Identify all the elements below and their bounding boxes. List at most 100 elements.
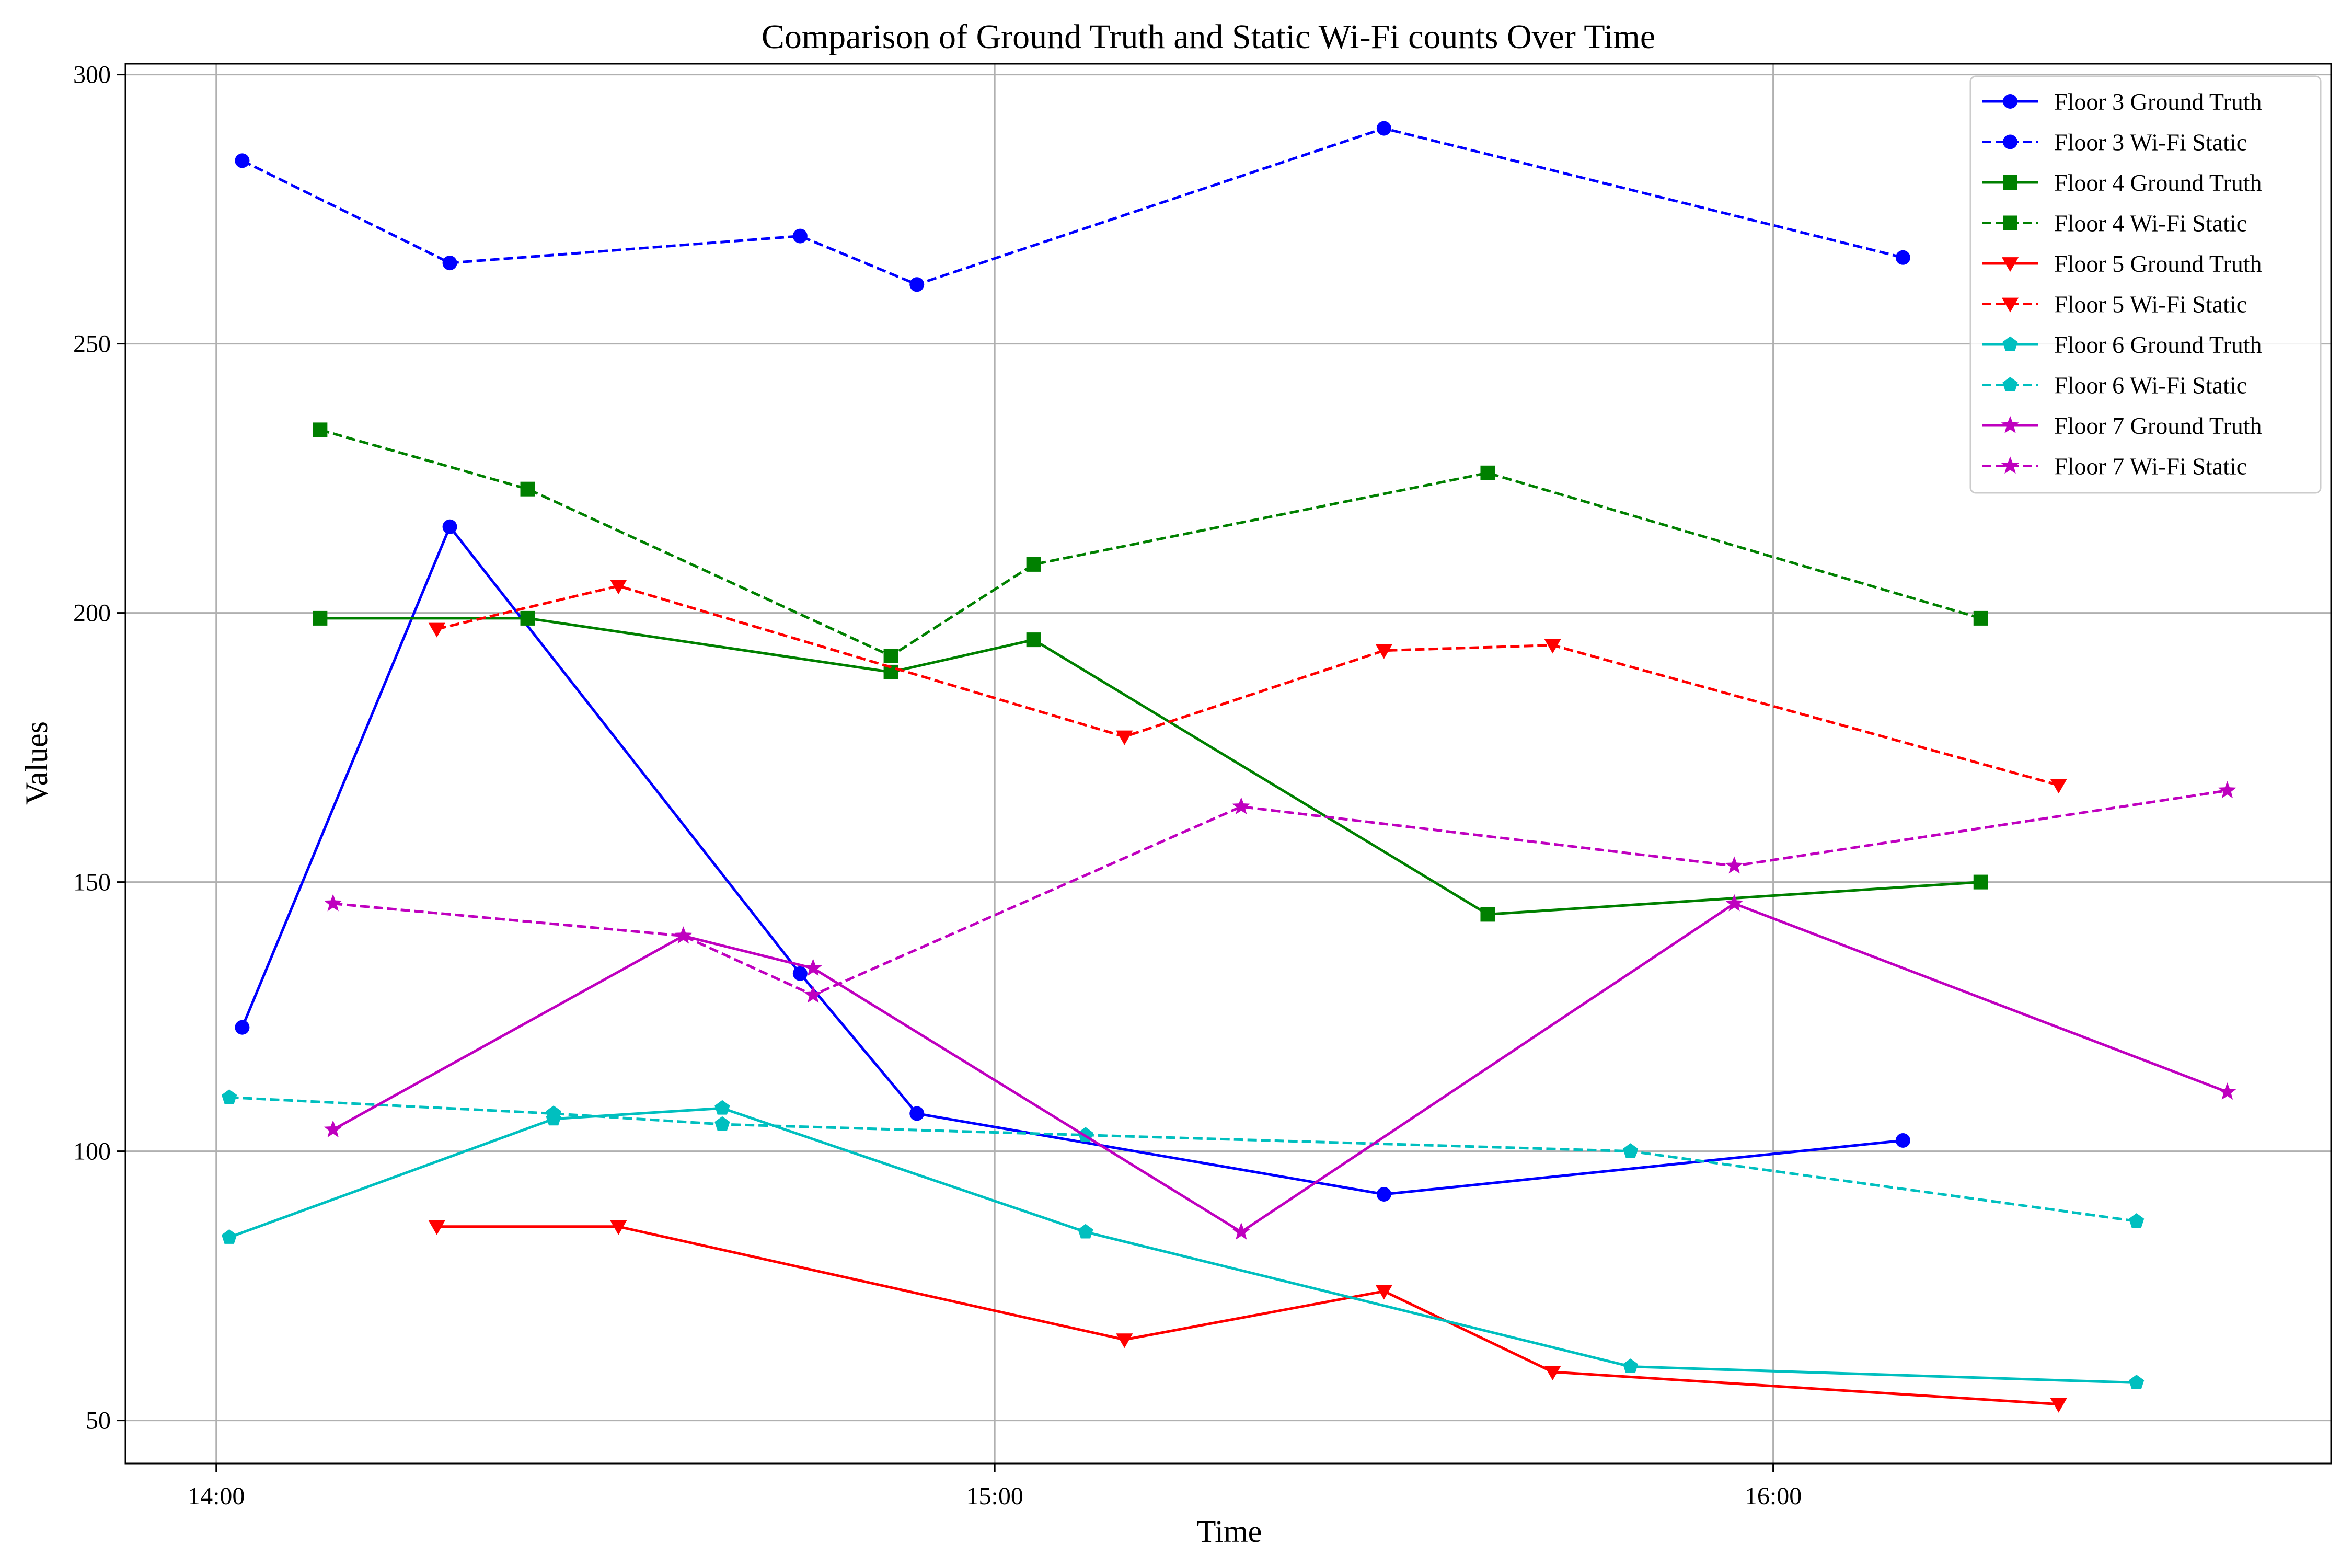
data-point (2129, 1375, 2145, 1389)
data-point (1622, 1143, 1639, 1158)
legend-marker (2001, 297, 2019, 313)
chart-title: Comparison of Ground Truth and Static Wi… (762, 18, 1655, 56)
data-point (442, 256, 457, 271)
data-point (610, 1220, 627, 1235)
series-floor-7-wi-fi-static (324, 781, 2236, 1003)
series-line (241, 525, 1904, 1196)
data-point (1078, 1224, 1093, 1239)
legend-label: Floor 4 Ground Truth (2054, 169, 2262, 196)
plot-frame (124, 63, 2332, 1465)
y-tick-label: 100 (73, 1138, 111, 1166)
data-point (520, 481, 535, 497)
legend-label: Floor 6 Ground Truth (2054, 331, 2262, 358)
data-point (804, 959, 822, 976)
data-point (1480, 907, 1495, 922)
data-point (909, 277, 925, 292)
legend-label: Floor 5 Wi-Fi Static (2054, 291, 2247, 318)
data-point (520, 610, 535, 626)
data-point (1725, 894, 1744, 912)
legend-item: Floor 4 Ground Truth (1982, 169, 2262, 196)
legend-item: Floor 3 Ground Truth (1982, 88, 2262, 115)
legend-label: Floor 7 Wi-Fi Static (2054, 453, 2247, 480)
y-tick-label: 150 (73, 869, 111, 896)
series-floor-4-ground-truth (313, 610, 1988, 922)
legend-item: Floor 7 Ground Truth (1982, 412, 2262, 439)
data-point (235, 153, 250, 168)
series-line (320, 617, 1981, 916)
data-point (1725, 856, 1744, 874)
data-point (221, 1089, 237, 1104)
series-line (229, 1096, 2137, 1223)
series-floor-3-wi-fi-static (235, 121, 1910, 292)
legend-box (1969, 75, 2322, 494)
series-floor-4-wi-fi-static (313, 422, 1988, 663)
legend-marker (2003, 94, 2017, 109)
data-point (1376, 1187, 1391, 1202)
legend-marker (2003, 215, 2017, 230)
data-point (235, 1020, 250, 1035)
legend-label: Floor 5 Ground Truth (2054, 250, 2262, 277)
legend-label: Floor 4 Wi-Fi Static (2054, 210, 2247, 237)
series-line (319, 428, 1981, 658)
data-point (1973, 874, 1988, 890)
data-point (2129, 1213, 2145, 1228)
series-line (436, 584, 2059, 787)
legend-marker (2001, 456, 2020, 474)
series-floor-6-wi-fi-static (221, 1089, 2145, 1228)
legend-marker (2002, 377, 2018, 391)
data-point (1973, 610, 1988, 626)
x-tick-label: 15:00 (966, 1482, 1023, 1510)
data-point (792, 966, 808, 981)
data-point (1232, 1222, 1251, 1240)
series-floor-5-wi-fi-static (428, 580, 2067, 794)
data-point (1116, 1333, 1133, 1348)
legend-label: Floor 3 Wi-Fi Static (2054, 129, 2247, 156)
data-point (324, 894, 342, 912)
series-floor-5-ground-truth (428, 1220, 2067, 1413)
data-point (674, 926, 693, 944)
series-line (436, 1225, 2059, 1406)
series-line (332, 789, 2228, 997)
data-point (883, 649, 898, 663)
data-point (714, 1100, 730, 1115)
legend-marker (2003, 134, 2017, 149)
legend-label: Floor 7 Ground Truth (2054, 412, 2262, 439)
legend-marker (2002, 336, 2018, 351)
legend-marker (2003, 175, 2017, 190)
data-point (1376, 121, 1391, 136)
legend-item: Floor 4 Wi-Fi Static (1982, 210, 2247, 237)
data-point (2218, 1082, 2236, 1100)
data-point (1375, 1285, 1392, 1300)
data-point (1895, 1133, 1910, 1148)
data-point (1544, 639, 1561, 654)
data-point (804, 985, 822, 1003)
data-point (1622, 1358, 1639, 1374)
legend: Floor 3 Ground Truth Floor 3 Wi-Fi Static… (1969, 75, 2322, 494)
data-point (221, 1229, 237, 1244)
data-point (1232, 797, 1251, 815)
legend-label: Floor 6 Wi-Fi Static (2054, 372, 2247, 399)
legend-item: Floor 3 Wi-Fi Static (1982, 129, 2247, 156)
series-layer (221, 121, 2236, 1413)
y-tick-label: 200 (73, 599, 111, 627)
legend-marker (2001, 257, 2019, 272)
data-point (1544, 1366, 1561, 1380)
series-floor-3-ground-truth (235, 519, 1910, 1202)
data-point (2050, 1398, 2067, 1413)
data-point (792, 228, 808, 244)
series-line (241, 127, 1904, 286)
data-point (546, 1105, 561, 1120)
data-point (313, 422, 328, 437)
legend-item: Floor 6 Ground Truth (1982, 331, 2262, 358)
data-point (1116, 730, 1133, 745)
y-tick-label: 50 (86, 1407, 111, 1435)
y-tick-label: 300 (73, 61, 111, 89)
data-point (1026, 632, 1041, 648)
data-point (324, 1120, 342, 1138)
data-point (2050, 779, 2067, 794)
axes: 14:00 15:00 16:00 50 100 150 200 250 300 (73, 61, 2332, 1510)
legend-item: Floor 7 Wi-Fi Static (1982, 453, 2247, 480)
legend-item: Floor 5 Ground Truth (1982, 250, 2262, 277)
